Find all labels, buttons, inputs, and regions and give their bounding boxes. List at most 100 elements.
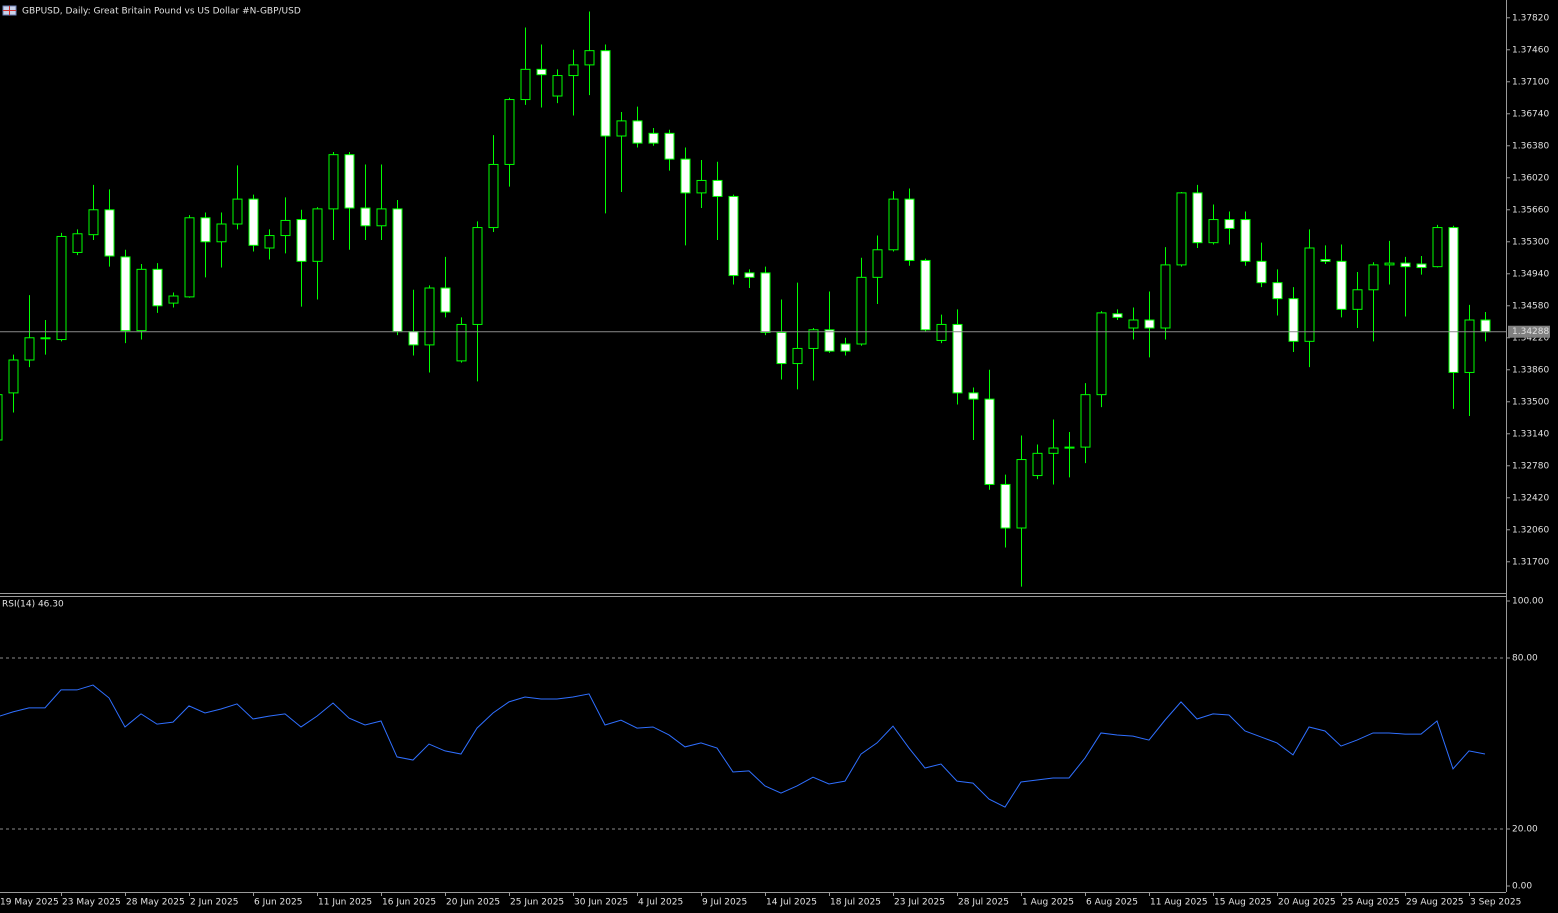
candle-body: [1256, 260, 1267, 284]
candle-body: [824, 329, 835, 352]
candle-body: [1352, 289, 1363, 310]
x-tick-label: 19 May 2025: [0, 898, 59, 908]
flag-icon: [2, 5, 17, 16]
candle-body: [408, 331, 419, 346]
y-tick-label: 1.33860: [1512, 365, 1549, 375]
candle-body: [440, 287, 451, 313]
candle-body: [680, 158, 691, 194]
candle-body: [1272, 282, 1283, 300]
x-tick-label: 1 Aug 2025: [1022, 898, 1074, 908]
candle-body: [1240, 219, 1251, 262]
candle-body: [1288, 298, 1299, 342]
candle-body: [344, 154, 355, 209]
candle-body: [1080, 394, 1091, 448]
candle-body: [600, 50, 611, 137]
y-tick-label: 80.00: [1512, 654, 1538, 664]
candle-body: [488, 163, 499, 229]
candle-body: [1096, 312, 1107, 396]
candle-body: [1432, 227, 1443, 268]
x-tick-label: 14 Jul 2025: [766, 898, 817, 908]
y-tick-label: 1.35300: [1512, 237, 1549, 247]
candle-body: [1448, 227, 1459, 373]
candle-body: [792, 347, 803, 365]
candle-body: [776, 331, 787, 365]
candle-body: [152, 268, 163, 307]
candle-body: [472, 227, 483, 325]
y-tick-label: 1.32780: [1512, 461, 1549, 471]
x-tick-label: 18 Jul 2025: [830, 898, 881, 908]
candle-body: [1320, 259, 1331, 262]
y-tick-label: 100.00: [1512, 597, 1544, 607]
x-tick-label: 6 Aug 2025: [1086, 898, 1138, 908]
y-tick-label: 1.33500: [1512, 397, 1549, 407]
candle-body: [888, 198, 899, 251]
candle-body: [648, 132, 659, 144]
candle-body: [0, 394, 3, 441]
candle-body: [280, 219, 291, 237]
candle-body: [1416, 263, 1427, 269]
candle-body: [40, 337, 51, 340]
y-tick-label: 1.37820: [1512, 13, 1549, 23]
candle-body: [968, 392, 979, 400]
x-tick-label: 2 Jun 2025: [190, 898, 238, 908]
candle-body: [1016, 459, 1027, 529]
candle-body: [520, 68, 531, 101]
y-tick-label: 1.36020: [1512, 173, 1549, 183]
x-tick-label: 6 Jun 2025: [254, 898, 302, 908]
candle-body: [552, 75, 563, 97]
x-tick-label: 4 Jul 2025: [638, 898, 683, 908]
y-tick-label: 1.32060: [1512, 525, 1549, 535]
x-tick-label: 20 Aug 2025: [1278, 898, 1336, 908]
chart-title: GBPUSD, Daily: Great Britain Pound vs US…: [22, 7, 301, 17]
candle-body: [264, 235, 275, 249]
y-tick-label: 1.34220: [1512, 333, 1549, 343]
candle-body: [136, 268, 147, 332]
candle-body: [1160, 264, 1171, 329]
candle-body: [120, 256, 131, 332]
x-tick-label: 11 Jun 2025: [318, 898, 372, 908]
candle-body: [1064, 446, 1075, 449]
y-tick-label: 0.00: [1512, 882, 1532, 892]
candle-body: [456, 323, 467, 362]
candle-body: [184, 217, 195, 298]
candle-body: [1400, 262, 1411, 268]
y-tick-label: 1.37460: [1512, 45, 1549, 55]
x-tick-label: 16 Jun 2025: [382, 898, 436, 908]
candle-body: [1384, 262, 1395, 266]
candle-body: [168, 295, 179, 304]
candle-body: [328, 154, 339, 210]
y-tick-label: 1.33140: [1512, 429, 1549, 439]
candle-body: [104, 209, 115, 257]
x-tick-label: 20 Jun 2025: [446, 898, 500, 908]
candle-body: [568, 64, 579, 77]
candle-body: [1128, 319, 1139, 329]
current-price-label: 1.34288: [1512, 327, 1549, 337]
candle-body: [232, 198, 243, 225]
candle-body: [504, 99, 515, 165]
candle-body: [1304, 247, 1315, 342]
candle-body: [424, 287, 435, 346]
candle-body: [952, 323, 963, 394]
candle-body: [1192, 192, 1203, 244]
candle-body: [1000, 483, 1011, 529]
candle-body: [392, 208, 403, 333]
candle-body: [296, 219, 307, 262]
x-tick-label: 30 Jun 2025: [574, 898, 628, 908]
candle-body: [536, 68, 547, 76]
x-tick-label: 25 Aug 2025: [1342, 898, 1400, 908]
candle-body: [1224, 219, 1235, 229]
x-tick-label: 23 Jul 2025: [894, 898, 945, 908]
candle-body: [1368, 264, 1379, 291]
rsi-line: [0, 684, 1486, 808]
candle-body: [616, 120, 627, 137]
candle-body: [24, 337, 35, 361]
x-tick-label: 23 May 2025: [62, 898, 121, 908]
candle-body: [744, 272, 755, 278]
candle-body: [872, 249, 883, 278]
x-tick-label: 29 Aug 2025: [1406, 898, 1464, 908]
candle-body: [1112, 313, 1123, 318]
y-tick-label: 1.34580: [1512, 301, 1549, 311]
candle-body: [1464, 319, 1475, 373]
x-tick-label: 9 Jul 2025: [702, 898, 747, 908]
